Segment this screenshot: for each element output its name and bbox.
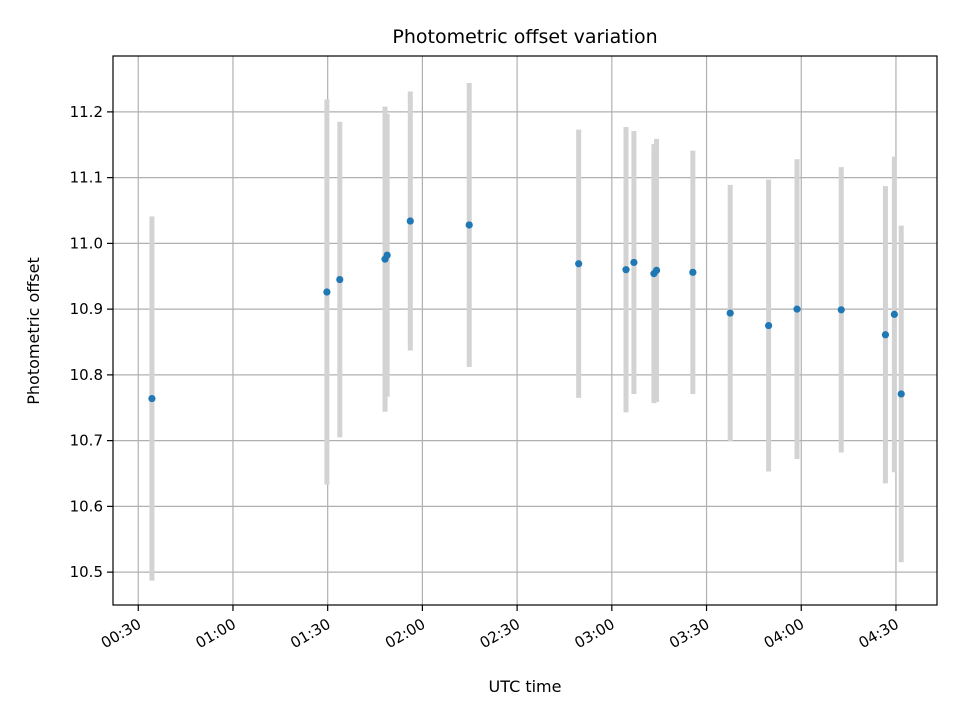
data-points <box>148 217 905 403</box>
y-axis-label: Photometric offset <box>24 257 43 405</box>
y-tick-label: 10.8 <box>70 366 103 384</box>
y-axis-ticks: 10.5 10.6 10.7 10.8 10.9 11.0 11.1 11.2 <box>70 103 113 581</box>
plot-frame <box>112 55 938 606</box>
data-point <box>465 221 473 229</box>
y-tick-label: 10.9 <box>70 300 103 318</box>
data-point <box>689 268 697 276</box>
data-point <box>630 258 638 267</box>
data-point <box>406 217 414 225</box>
y-tick-label: 11.2 <box>70 103 103 121</box>
data-point <box>837 306 845 314</box>
data-point <box>890 310 898 318</box>
data-point <box>881 331 890 339</box>
y-tick-label: 10.7 <box>70 432 103 450</box>
data-point <box>383 251 391 259</box>
data-point <box>622 266 630 274</box>
y-tick-label: 10.6 <box>70 497 103 515</box>
data-point <box>652 266 661 274</box>
data-point <box>765 321 773 330</box>
data-point <box>323 288 331 296</box>
data-point <box>897 390 905 398</box>
x-axis-label: UTC time <box>489 677 562 696</box>
chart-title: Photometric offset variation <box>392 26 657 48</box>
y-tick-label: 11.0 <box>70 234 103 252</box>
y-tick-label: 10.5 <box>70 563 103 581</box>
data-point <box>575 260 583 268</box>
data-point <box>726 309 734 317</box>
data-point <box>793 305 801 313</box>
y-tick-label: 11.1 <box>70 169 103 187</box>
data-point <box>336 275 344 284</box>
data-point <box>148 394 156 403</box>
